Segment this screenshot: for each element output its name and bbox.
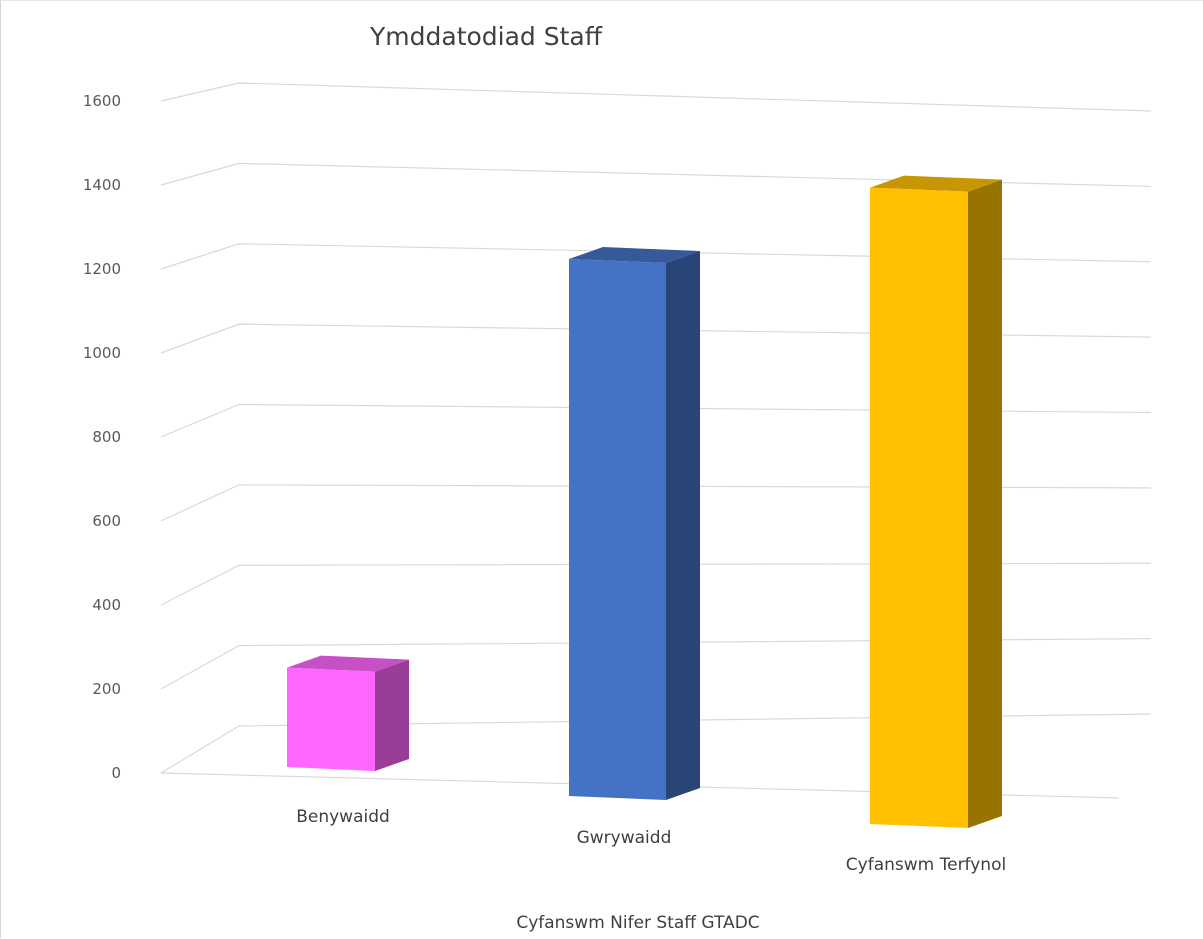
y-axis-ticks: 0 200 400 600 800 1000 1200 1400 1600	[83, 92, 121, 782]
gridline	[160, 82, 1152, 112]
y-tick-label: 200	[92, 680, 121, 698]
bars	[287, 175, 1002, 829]
bar-side	[968, 179, 1002, 829]
y-tick-label: 400	[92, 596, 121, 614]
x-category-label: Cyfanswm Terfynol	[846, 855, 1006, 875]
bar-1	[287, 655, 409, 771]
y-tick-label: 1400	[83, 176, 121, 194]
gridline	[160, 562, 1152, 606]
gridline	[160, 713, 1152, 774]
y-tick-label: 1200	[83, 260, 121, 278]
bar-top	[870, 175, 1002, 192]
bar-front	[870, 187, 968, 829]
y-tick-label: 1000	[83, 344, 121, 362]
gridline	[160, 484, 1152, 522]
chart-title: Ymddatodiad Staff	[369, 22, 603, 51]
bar-top	[569, 247, 700, 263]
gridline	[160, 243, 1152, 270]
gridline	[160, 323, 1152, 354]
bar-front	[287, 667, 375, 771]
gridline	[160, 638, 1152, 690]
y-tick-label: 600	[92, 512, 121, 530]
x-category-label: Benywaidd	[296, 807, 390, 827]
bar-side	[375, 659, 409, 771]
gridline	[160, 162, 1152, 187]
bar-side	[666, 251, 700, 800]
y-tick-label: 800	[92, 428, 121, 446]
x-category-label: Gwrywaidd	[577, 828, 672, 848]
gridline	[160, 403, 1152, 438]
bar-top	[287, 655, 409, 672]
x-axis-label: Cyfanswm Nifer Staff GTADC	[516, 913, 759, 933]
bar-2	[569, 247, 700, 800]
y-tick-label: 0	[111, 764, 121, 782]
bar-front	[569, 259, 666, 800]
y-tick-label: 1600	[83, 92, 121, 110]
x-axis-categories: Benywaidd Gwrywaidd Cyfanswm Terfynol	[296, 807, 1006, 875]
bar-3	[870, 175, 1002, 829]
